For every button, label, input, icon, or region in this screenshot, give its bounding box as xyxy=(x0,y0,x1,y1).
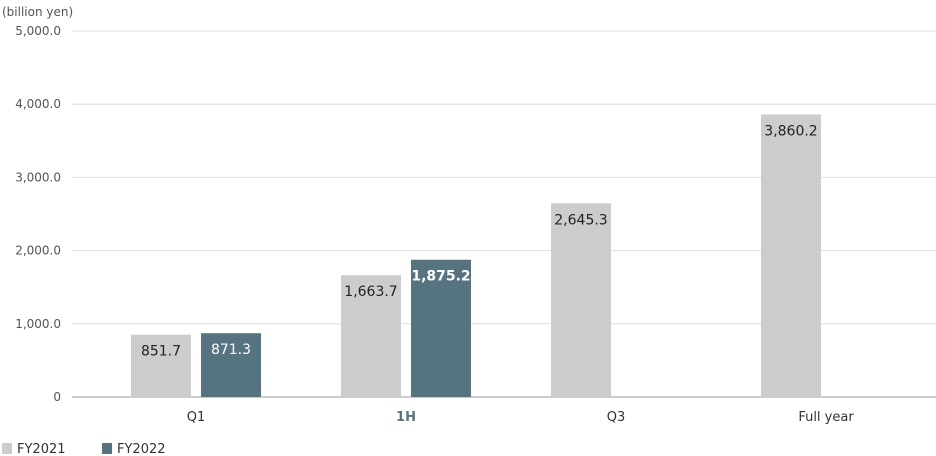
unit-label: (billion yen) xyxy=(2,5,73,19)
y-tick-label: 1,000.0 xyxy=(15,317,61,331)
x-category-label: Q3 xyxy=(607,410,626,425)
x-category-label: Q1 xyxy=(187,410,206,425)
legend-label: FY2021 xyxy=(17,442,66,456)
data-label: 871.3 xyxy=(211,342,251,358)
data-label: 2,645.3 xyxy=(554,212,607,228)
y-axis-ticks: 0 1,000.0 2,000.0 3,000.0 4,000.0 5,000.0 xyxy=(15,24,61,404)
x-category-label: 1H xyxy=(396,410,416,425)
y-tick-label: 3,000.0 xyxy=(15,170,61,184)
y-tick-label: 4,000.0 xyxy=(15,97,61,111)
bar-fy2022 xyxy=(201,333,261,397)
y-tick-label: 2,000.0 xyxy=(15,244,61,258)
bar-fy2021 xyxy=(551,203,611,397)
y-tick-label: 0 xyxy=(53,390,61,404)
data-label: 3,860.2 xyxy=(764,123,817,139)
bar-fy2021 xyxy=(131,334,191,397)
x-axis-categories: Q1 1H Q3 Full year xyxy=(187,410,855,425)
legend-swatch xyxy=(102,443,112,454)
data-label: 1,663.7 xyxy=(344,284,397,300)
legend-label: FY2022 xyxy=(117,442,166,456)
data-label: 851.7 xyxy=(141,344,181,360)
y-tick-label: 5,000.0 xyxy=(15,24,61,38)
data-labels: 851.7 871.3 1,663.7 1,875.2 2,645.3 3,860.2 xyxy=(141,123,818,359)
legend-swatch xyxy=(2,443,12,454)
x-category-label: Full year xyxy=(798,410,854,425)
bar-fy2021 xyxy=(761,114,821,398)
bar-fy2022 xyxy=(411,259,471,397)
legend: FY2021 FY2022 xyxy=(2,442,166,456)
bars xyxy=(131,114,821,398)
bar-fy2021 xyxy=(341,275,401,397)
data-label: 1,875.2 xyxy=(411,269,470,285)
